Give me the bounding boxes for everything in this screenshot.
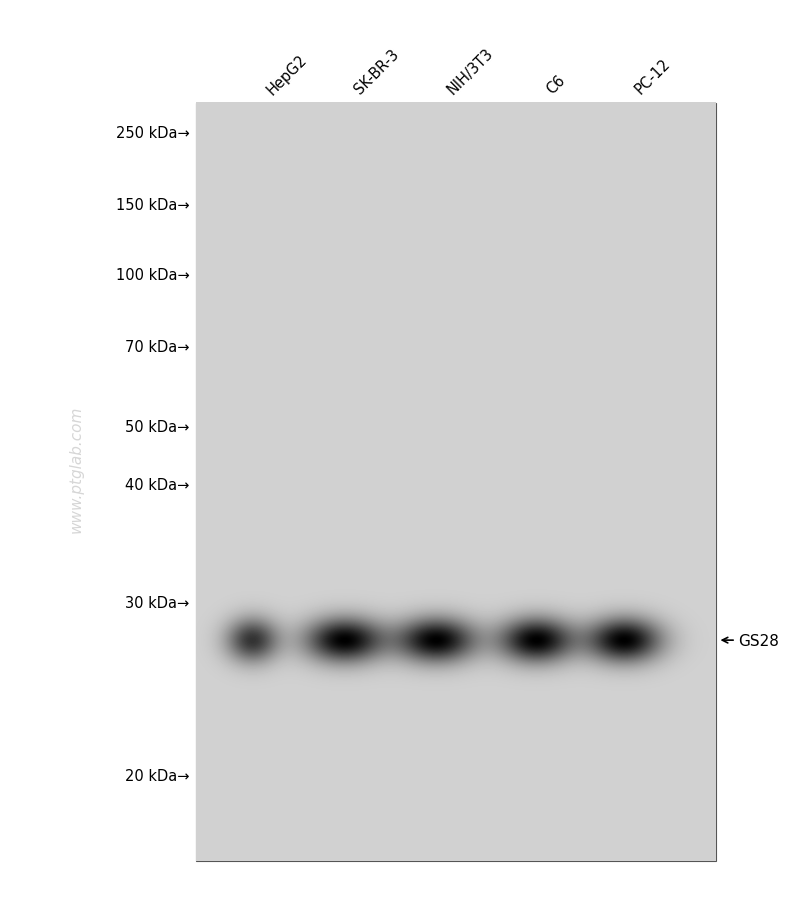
Text: HepG2: HepG2 [264,51,310,97]
Text: www.ptglab.com: www.ptglab.com [69,405,83,533]
FancyBboxPatch shape [196,104,716,861]
Text: 100 kDa→: 100 kDa→ [116,268,190,282]
Text: 50 kDa→: 50 kDa→ [126,419,190,434]
Text: 40 kDa→: 40 kDa→ [126,478,190,492]
Text: C6: C6 [544,73,568,97]
Text: NIH/3T3: NIH/3T3 [444,46,496,97]
Text: 20 kDa→: 20 kDa→ [125,769,190,783]
Text: GS28: GS28 [738,633,779,648]
Text: 250 kDa→: 250 kDa→ [116,126,190,141]
Text: PC-12: PC-12 [632,57,673,97]
Text: SK-BR-3: SK-BR-3 [352,47,402,97]
Text: 70 kDa→: 70 kDa→ [125,340,190,354]
Text: 150 kDa→: 150 kDa→ [116,198,190,213]
Text: 30 kDa→: 30 kDa→ [126,595,190,610]
